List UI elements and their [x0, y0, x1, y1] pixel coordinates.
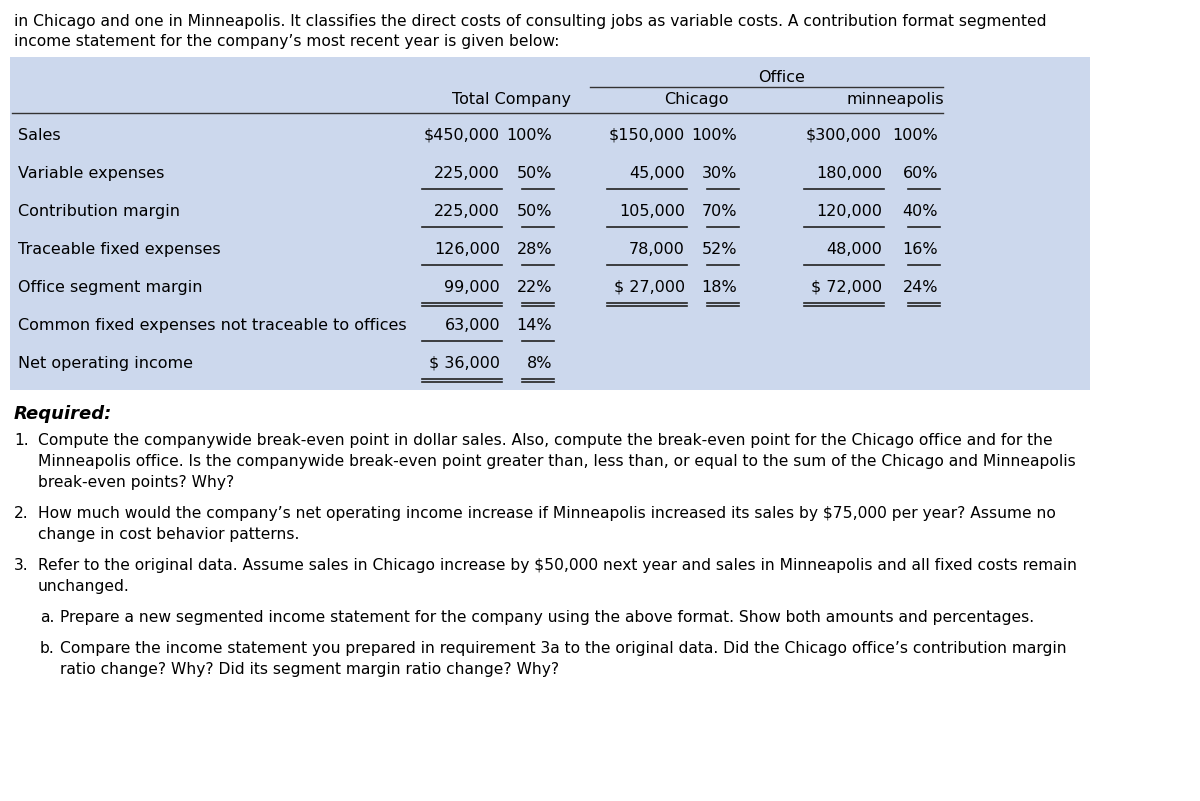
Text: How much would the company’s net operating income increase if Minneapolis increa: How much would the company’s net operati… [38, 506, 1056, 521]
Text: 1.: 1. [14, 433, 29, 448]
Text: Minneapolis office. Is the companywide break-even point greater than, less than,: Minneapolis office. Is the companywide b… [38, 454, 1075, 469]
Text: 2.: 2. [14, 506, 29, 521]
Text: Office: Office [758, 70, 805, 85]
Text: minneapolis: minneapolis [846, 92, 944, 107]
Text: 3.: 3. [14, 558, 29, 573]
Text: 50%: 50% [516, 166, 552, 181]
Text: Office segment margin: Office segment margin [18, 280, 203, 295]
Text: 60%: 60% [902, 166, 938, 181]
Text: $ 27,000: $ 27,000 [614, 280, 685, 295]
Text: unchanged.: unchanged. [38, 579, 130, 594]
Text: Compute the companywide break-even point in dollar sales. Also, compute the brea: Compute the companywide break-even point… [38, 433, 1052, 448]
Text: $150,000: $150,000 [608, 128, 685, 143]
Text: Required:: Required: [14, 405, 113, 423]
Text: 78,000: 78,000 [629, 242, 685, 257]
Text: 18%: 18% [701, 280, 737, 295]
Bar [10, 57, 1090, 390]
Text: Compare the income statement you prepared in requirement 3a to the original data: Compare the income statement you prepare… [60, 641, 1067, 656]
Text: Variable expenses: Variable expenses [18, 166, 164, 181]
Text: 16%: 16% [902, 242, 938, 257]
Text: 70%: 70% [702, 204, 737, 219]
Text: Chicago: Chicago [664, 92, 728, 107]
Text: 63,000: 63,000 [444, 318, 500, 333]
Text: 48,000: 48,000 [826, 242, 882, 257]
Text: 40%: 40% [902, 204, 938, 219]
Text: Common fixed expenses not traceable to offices: Common fixed expenses not traceable to o… [18, 318, 407, 333]
Text: 45,000: 45,000 [629, 166, 685, 181]
Text: 22%: 22% [516, 280, 552, 295]
Text: 180,000: 180,000 [816, 166, 882, 181]
Text: 28%: 28% [516, 242, 552, 257]
Text: 30%: 30% [702, 166, 737, 181]
Text: ratio change? Why? Did its segment margin ratio change? Why?: ratio change? Why? Did its segment margi… [60, 662, 559, 677]
Text: $450,000: $450,000 [424, 128, 500, 143]
Text: 126,000: 126,000 [434, 242, 500, 257]
Text: 50%: 50% [516, 204, 552, 219]
Text: Total Company: Total Company [451, 92, 570, 107]
Text: $300,000: $300,000 [806, 128, 882, 143]
Text: $ 36,000: $ 36,000 [430, 356, 500, 371]
Text: Sales: Sales [18, 128, 61, 143]
Text: break-even points? Why?: break-even points? Why? [38, 475, 234, 490]
Text: b.: b. [40, 641, 55, 656]
Text: a.: a. [40, 610, 54, 625]
Text: 8%: 8% [527, 356, 552, 371]
Text: Traceable fixed expenses: Traceable fixed expenses [18, 242, 221, 257]
Text: income statement for the company’s most recent year is given below:: income statement for the company’s most … [14, 34, 559, 49]
Text: 99,000: 99,000 [444, 280, 500, 295]
Text: change in cost behavior patterns.: change in cost behavior patterns. [38, 527, 299, 542]
Text: 14%: 14% [516, 318, 552, 333]
Text: $ 72,000: $ 72,000 [811, 280, 882, 295]
Text: Refer to the original data. Assume sales in Chicago increase by $50,000 next yea: Refer to the original data. Assume sales… [38, 558, 1078, 573]
Text: 225,000: 225,000 [434, 204, 500, 219]
Text: 105,000: 105,000 [619, 204, 685, 219]
Text: in Chicago and one in Minneapolis. It classifies the direct costs of consulting : in Chicago and one in Minneapolis. It cl… [14, 14, 1046, 29]
Text: 225,000: 225,000 [434, 166, 500, 181]
Text: 24%: 24% [902, 280, 938, 295]
Text: Contribution margin: Contribution margin [18, 204, 180, 219]
Text: Net operating income: Net operating income [18, 356, 193, 371]
Text: 100%: 100% [506, 128, 552, 143]
Text: 100%: 100% [893, 128, 938, 143]
Text: 120,000: 120,000 [816, 204, 882, 219]
Text: Prepare a new segmented income statement for the company using the above format.: Prepare a new segmented income statement… [60, 610, 1034, 625]
Text: 52%: 52% [702, 242, 737, 257]
Text: 100%: 100% [691, 128, 737, 143]
